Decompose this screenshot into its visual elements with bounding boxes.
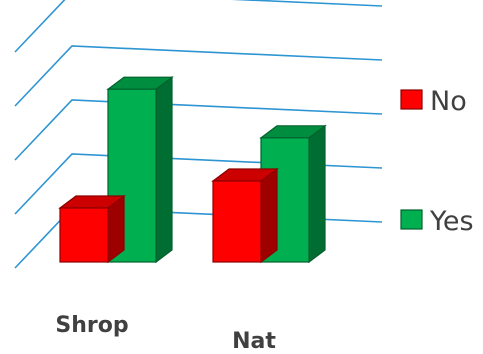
bar-front-face — [59, 207, 109, 263]
bars — [58, 75, 327, 264]
gridline — [14, 0, 383, 53]
bar-no-shrop — [58, 194, 126, 264]
bar-side-face — [308, 124, 326, 264]
legend-swatch-yes — [400, 209, 423, 230]
bar-yes-shrop — [106, 75, 174, 264]
category-label: Shrop — [55, 313, 128, 338]
legend-label-no: No — [430, 86, 467, 117]
bar-no-nat — [211, 167, 279, 264]
bar-front-face — [212, 180, 262, 263]
category-label: Nat — [232, 329, 276, 354]
legend-label-yes: Yes — [429, 206, 474, 237]
bar-front-face — [107, 88, 157, 263]
gridline — [14, 45, 383, 107]
legend: No Yes — [400, 86, 474, 237]
bar-side-face — [155, 75, 173, 264]
legend-swatch-no — [400, 89, 423, 110]
gridline — [14, 99, 383, 161]
category-labels: Shrop Nat — [55, 313, 276, 354]
bar-side-face — [260, 167, 278, 264]
